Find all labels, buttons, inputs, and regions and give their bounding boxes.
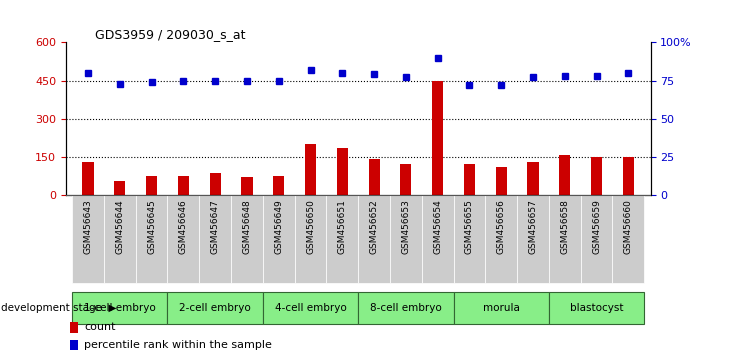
Bar [549, 195, 580, 283]
Text: GSM456649: GSM456649 [274, 199, 283, 254]
Text: GSM456660: GSM456660 [624, 199, 633, 254]
Bar [613, 195, 644, 283]
Bar [114, 181, 126, 195]
Text: 2-cell embryo: 2-cell embryo [179, 303, 251, 313]
Bar [559, 155, 570, 195]
Text: GSM456652: GSM456652 [370, 199, 379, 254]
Bar [432, 80, 443, 195]
Bar [327, 195, 358, 283]
Text: GSM456653: GSM456653 [401, 199, 410, 254]
Bar [167, 195, 200, 283]
Bar [591, 156, 602, 195]
Text: GSM456643: GSM456643 [83, 199, 93, 254]
Bar [210, 173, 221, 195]
Bar [337, 148, 348, 195]
Text: GSM456651: GSM456651 [338, 199, 346, 254]
Text: GSM456656: GSM456656 [496, 199, 506, 254]
Bar [136, 195, 167, 283]
Bar [178, 176, 189, 195]
Bar [263, 195, 295, 283]
Bar [580, 195, 613, 283]
Bar [83, 162, 94, 195]
Text: GSM456654: GSM456654 [433, 199, 442, 254]
Bar [517, 195, 549, 283]
Text: GSM456647: GSM456647 [211, 199, 220, 254]
Text: GSM456646: GSM456646 [179, 199, 188, 254]
Text: percentile rank within the sample: percentile rank within the sample [84, 340, 273, 350]
Text: GSM456655: GSM456655 [465, 199, 474, 254]
Bar [72, 292, 167, 324]
Bar [167, 292, 263, 324]
Bar [70, 340, 77, 350]
Text: GSM456658: GSM456658 [560, 199, 569, 254]
Bar [485, 195, 517, 283]
Bar [368, 159, 379, 195]
Bar [390, 195, 422, 283]
Text: count: count [84, 322, 116, 332]
Bar [528, 162, 539, 195]
Text: GDS3959 / 209030_s_at: GDS3959 / 209030_s_at [95, 28, 246, 41]
Bar [241, 177, 252, 195]
Bar [146, 176, 157, 195]
Bar [453, 292, 549, 324]
Bar [623, 157, 634, 195]
Bar [358, 292, 453, 324]
Text: GSM456657: GSM456657 [529, 199, 537, 254]
Text: 8-cell embryo: 8-cell embryo [370, 303, 442, 313]
Text: blastocyst: blastocyst [569, 303, 624, 313]
Bar [263, 292, 358, 324]
Bar [70, 322, 77, 333]
Bar [401, 164, 412, 195]
Text: development stage  ▶: development stage ▶ [1, 303, 116, 313]
Text: GSM456650: GSM456650 [306, 199, 315, 254]
Text: morula: morula [482, 303, 520, 313]
Bar [453, 195, 485, 283]
Bar [72, 195, 104, 283]
Bar [358, 195, 390, 283]
Bar [295, 195, 327, 283]
Text: GSM456645: GSM456645 [147, 199, 156, 254]
Bar [305, 144, 316, 195]
Text: GSM456648: GSM456648 [243, 199, 251, 254]
Text: 1-cell embryo: 1-cell embryo [84, 303, 156, 313]
Text: GSM456659: GSM456659 [592, 199, 601, 254]
Bar [549, 292, 644, 324]
Text: 4-cell embryo: 4-cell embryo [275, 303, 346, 313]
Bar [231, 195, 263, 283]
Bar [200, 195, 231, 283]
Bar [422, 195, 453, 283]
Bar [464, 164, 475, 195]
Text: GSM456644: GSM456644 [115, 199, 124, 254]
Bar [273, 176, 284, 195]
Bar [104, 195, 136, 283]
Bar [496, 167, 507, 195]
